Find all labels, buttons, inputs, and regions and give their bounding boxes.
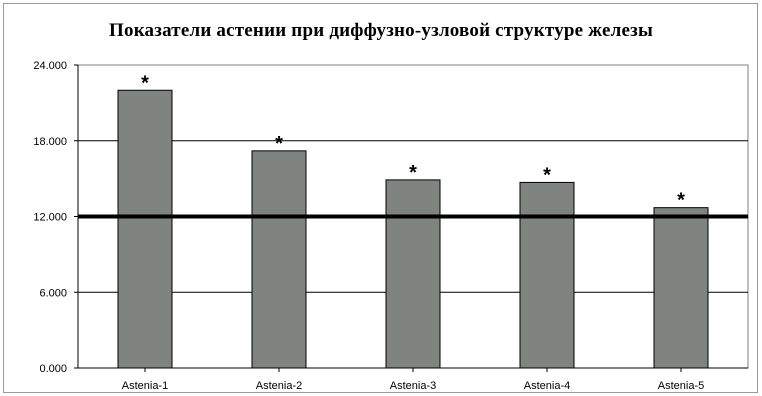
bar-annotation: * xyxy=(543,164,551,186)
bar xyxy=(653,207,709,369)
y-tick-label: 18.000 xyxy=(33,136,67,148)
x-tick-label: Astenia-4 xyxy=(524,380,570,392)
bar-annotation: * xyxy=(677,190,685,212)
x-tick-label: Astenia-2 xyxy=(256,380,302,392)
x-tick-label: Astenia-5 xyxy=(658,380,704,392)
bar xyxy=(251,150,307,369)
chart-title: Показатели астении при диффузно-узловой … xyxy=(109,20,653,41)
y-tick-label: 0.000 xyxy=(39,363,67,375)
bar-annotation: * xyxy=(275,133,283,155)
bar xyxy=(117,89,173,369)
bar xyxy=(385,179,441,369)
y-tick-label: 24.000 xyxy=(33,60,67,72)
x-tick-label: Astenia-1 xyxy=(122,380,168,392)
x-tick-label: Astenia-3 xyxy=(390,380,436,392)
bar-annotation: * xyxy=(141,72,149,94)
bar-annotation: * xyxy=(409,162,417,184)
y-tick-label: 6.000 xyxy=(39,287,67,299)
y-tick-label: 12.000 xyxy=(33,212,67,224)
bar xyxy=(519,181,575,369)
